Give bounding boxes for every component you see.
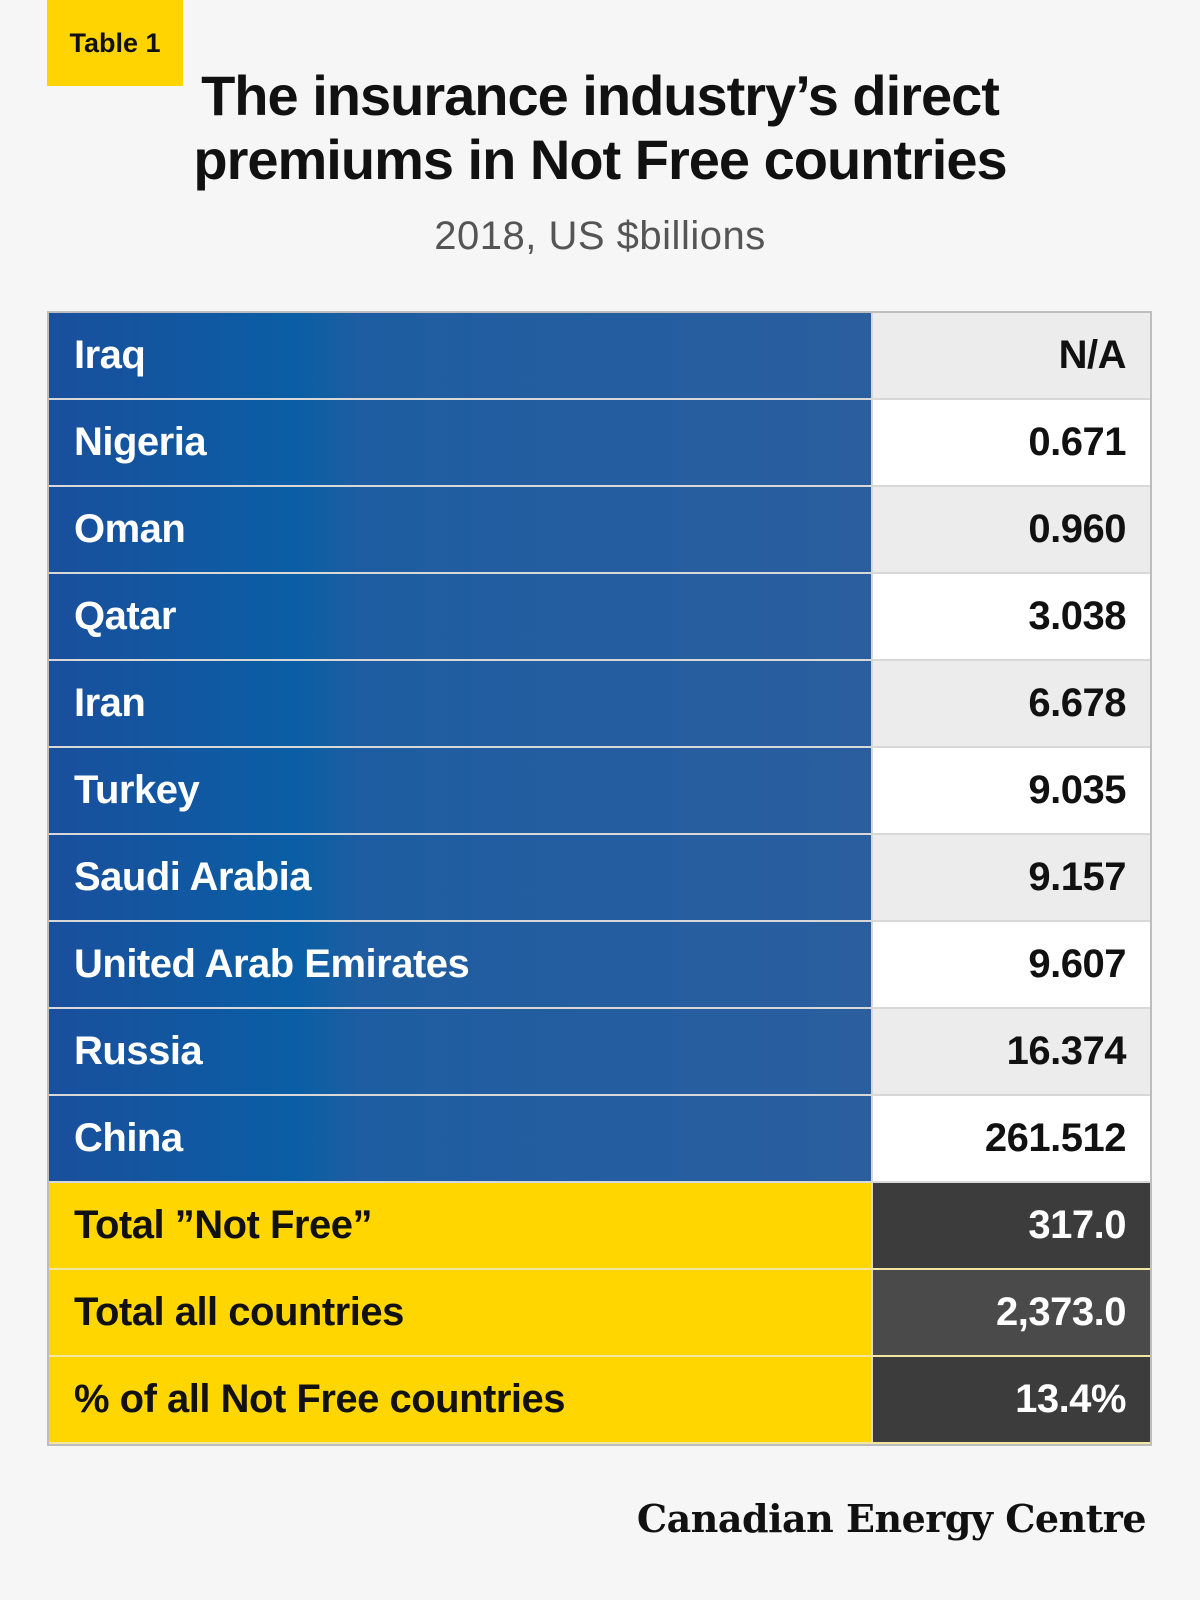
title-line-2: premiums in Not Free countries (193, 128, 1007, 191)
premium-value-cell: 3.038 (873, 574, 1150, 659)
total-value-cell: 2,373.0 (873, 1270, 1150, 1355)
table-row: Turkey 9.035 (49, 748, 1150, 835)
table-row: China 261.512 (49, 1096, 1150, 1183)
country-name-cell: Turkey (49, 748, 873, 833)
country-name-cell: Iran (49, 661, 873, 746)
country-name-cell: Nigeria (49, 400, 873, 485)
brand-logo-text: Canadian Energy Centre (636, 1496, 1147, 1541)
country-name-cell: Qatar (49, 574, 873, 659)
table-row: Nigeria 0.671 (49, 400, 1150, 487)
total-row: Total all countries 2,373.0 (49, 1270, 1150, 1357)
premium-value-cell: 9.035 (873, 748, 1150, 833)
country-name-cell: China (49, 1096, 873, 1181)
premium-value-cell: 0.960 (873, 487, 1150, 572)
country-name-cell: Russia (49, 1009, 873, 1094)
premium-value-cell: 16.374 (873, 1009, 1150, 1094)
total-value-cell: 13.4% (873, 1357, 1150, 1442)
premium-value-cell: 9.157 (873, 835, 1150, 920)
premium-value-cell: N/A (873, 313, 1150, 398)
chart-subtitle: 2018, US $billions (434, 214, 766, 258)
table-row: Oman 0.960 (49, 487, 1150, 574)
table-row: Russia 16.374 (49, 1009, 1150, 1096)
table-row: Iran 6.678 (49, 661, 1150, 748)
premium-value-cell: 0.671 (873, 400, 1150, 485)
country-name-cell: Oman (49, 487, 873, 572)
premium-value-cell: 6.678 (873, 661, 1150, 746)
total-label-cell: % of all Not Free countries (49, 1357, 873, 1442)
premium-value-cell: 261.512 (873, 1096, 1150, 1181)
country-name-cell: United Arab Emirates (49, 922, 873, 1007)
chart-title: The insurance industry’s direct premiums… (150, 64, 1050, 192)
table-row: Qatar 3.038 (49, 574, 1150, 661)
table-row: Iraq N/A (49, 313, 1150, 400)
total-label-cell: Total ”Not Free” (49, 1183, 873, 1268)
total-row: Total ”Not Free” 317.0 (49, 1183, 1150, 1270)
total-value-cell: 317.0 (873, 1183, 1150, 1268)
premium-value-cell: 9.607 (873, 922, 1150, 1007)
table-row: Saudi Arabia 9.157 (49, 835, 1150, 922)
country-name-cell: Saudi Arabia (49, 835, 873, 920)
total-row: % of all Not Free countries 13.4% (49, 1357, 1150, 1444)
title-line-1: The insurance industry’s direct (201, 64, 1000, 127)
table-number-badge: Table 1 (47, 0, 183, 86)
country-name-cell: Iraq (49, 313, 873, 398)
total-label-cell: Total all countries (49, 1270, 873, 1355)
premiums-table: Iraq N/A Nigeria 0.671 Oman 0.960 Qatar 3.038 Ir… (47, 311, 1152, 1446)
table-row: United Arab Emirates 9.607 (49, 922, 1150, 1009)
